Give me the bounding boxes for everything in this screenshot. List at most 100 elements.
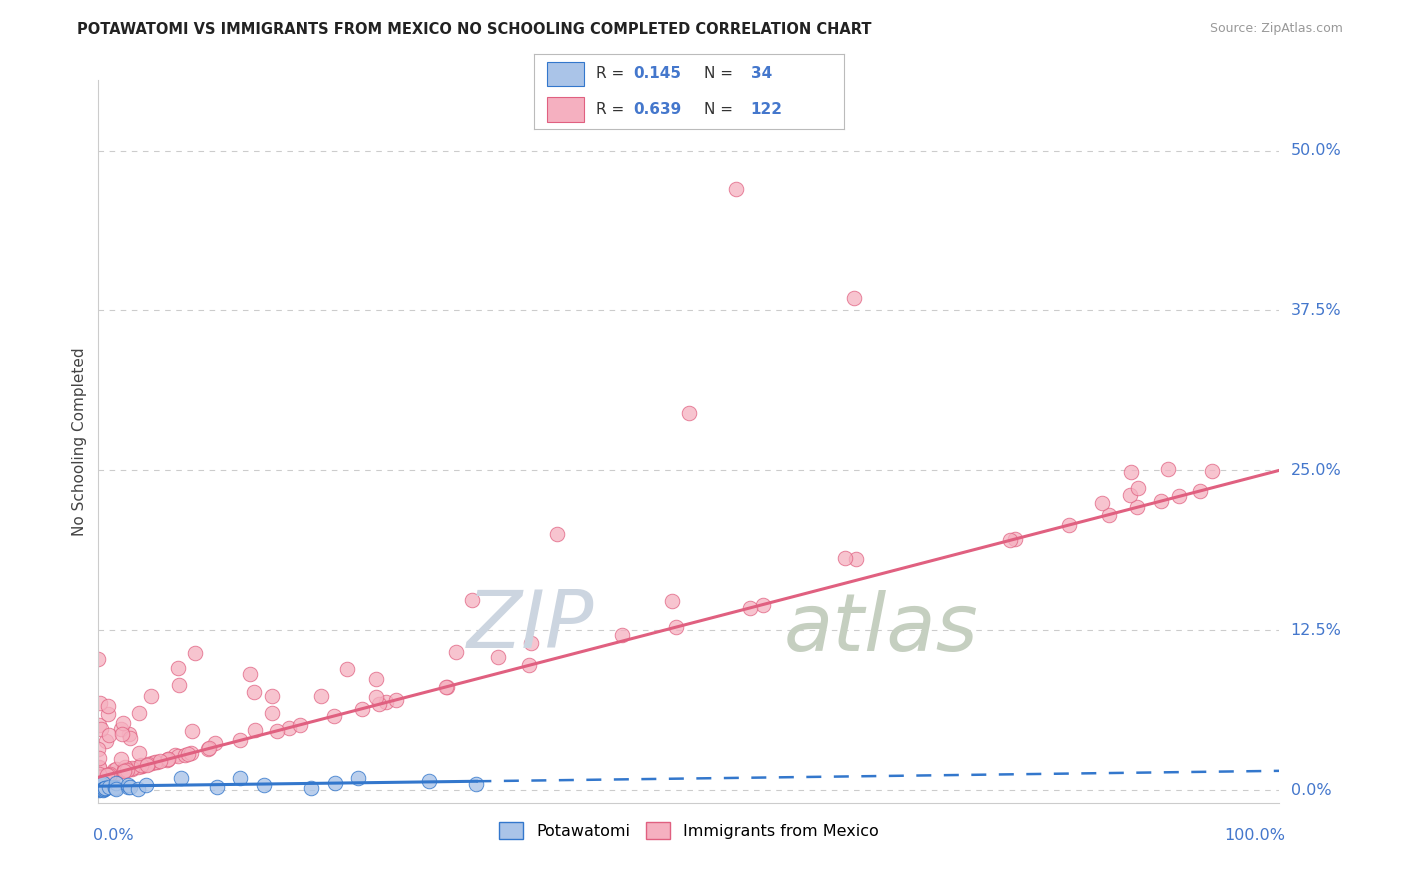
Point: [89, 781, 111, 796]
Point: [612, 628, 634, 642]
Point: [1167, 490, 1189, 504]
Point: [418, 774, 440, 789]
Point: [156, 752, 179, 766]
Point: [114, 763, 136, 777]
Point: [678, 406, 700, 420]
Point: [127, 781, 149, 796]
Text: 100.0%: 100.0%: [1225, 828, 1285, 843]
Point: [1000, 533, 1022, 548]
Point: [260, 689, 283, 703]
Point: [181, 723, 204, 738]
Point: [229, 771, 252, 785]
Point: [87, 761, 110, 775]
Text: R =: R =: [596, 67, 630, 81]
Point: [288, 718, 311, 732]
Point: [91, 776, 114, 790]
Point: [87, 767, 110, 781]
Point: [446, 645, 468, 659]
Point: [118, 780, 141, 794]
Point: [180, 746, 202, 760]
Point: [517, 658, 540, 673]
Point: [239, 667, 262, 681]
Point: [96, 768, 118, 782]
Bar: [547, 97, 583, 122]
Point: [253, 778, 276, 792]
Legend: Potawatomi, Immigrants from Mexico: Potawatomi, Immigrants from Mexico: [494, 816, 884, 846]
Point: [93, 769, 115, 783]
Point: [135, 778, 157, 792]
Point: [87, 781, 110, 796]
Point: [323, 776, 346, 790]
Point: [112, 764, 135, 778]
Point: [465, 777, 488, 791]
Point: [1201, 464, 1223, 478]
Point: [117, 780, 139, 795]
Point: [89, 770, 111, 784]
Point: [163, 747, 186, 762]
Text: POTAWATOMI VS IMMIGRANTS FROM MEXICO NO SCHOOLING COMPLETED CORRELATION CHART: POTAWATOMI VS IMMIGRANTS FROM MEXICO NO …: [77, 22, 872, 37]
Point: [121, 762, 143, 776]
Point: [725, 182, 748, 196]
Point: [89, 770, 111, 784]
Point: [136, 757, 159, 772]
Point: [107, 765, 129, 780]
Point: [114, 764, 136, 778]
Point: [1004, 532, 1026, 546]
Point: [205, 780, 228, 794]
Point: [177, 747, 200, 761]
Point: [141, 756, 163, 771]
Point: [87, 782, 110, 797]
Point: [436, 680, 458, 694]
Point: [110, 722, 132, 736]
Point: [1189, 483, 1212, 498]
Point: [149, 754, 172, 768]
Point: [117, 778, 139, 792]
Text: 122: 122: [751, 102, 783, 117]
Text: 34: 34: [751, 67, 772, 81]
Text: 0.0%: 0.0%: [93, 828, 134, 843]
Point: [89, 780, 111, 794]
Point: [97, 768, 120, 782]
Point: [115, 763, 138, 777]
Point: [278, 721, 301, 735]
Point: [97, 707, 120, 722]
Point: [90, 770, 112, 784]
Point: [347, 772, 370, 786]
Point: [167, 678, 190, 692]
Point: [266, 723, 288, 738]
Point: [364, 672, 387, 686]
Point: [385, 693, 408, 707]
Point: [87, 778, 110, 792]
Point: [546, 527, 568, 541]
Point: [156, 752, 179, 766]
Point: [752, 598, 775, 612]
Point: [93, 769, 115, 783]
Point: [105, 782, 128, 797]
Point: [197, 741, 219, 756]
Point: [198, 741, 221, 756]
Point: [661, 593, 683, 607]
Point: [350, 702, 373, 716]
Point: [97, 767, 120, 781]
Point: [1121, 465, 1143, 479]
Point: [87, 652, 110, 666]
Point: [91, 781, 114, 796]
Point: [87, 742, 110, 756]
Point: [128, 706, 150, 721]
Point: [103, 763, 125, 777]
Point: [120, 731, 142, 746]
Point: [89, 696, 111, 710]
Point: [96, 768, 118, 782]
Point: [93, 782, 115, 797]
Point: [167, 749, 190, 764]
Point: [129, 759, 152, 773]
Point: [93, 781, 115, 796]
Text: Source: ZipAtlas.com: Source: ZipAtlas.com: [1209, 22, 1343, 36]
Text: 0.0%: 0.0%: [1291, 782, 1331, 797]
Y-axis label: No Schooling Completed: No Schooling Completed: [72, 347, 87, 536]
Point: [87, 770, 110, 784]
Point: [375, 695, 398, 709]
Point: [844, 552, 866, 566]
Point: [87, 751, 110, 765]
Point: [118, 762, 141, 776]
